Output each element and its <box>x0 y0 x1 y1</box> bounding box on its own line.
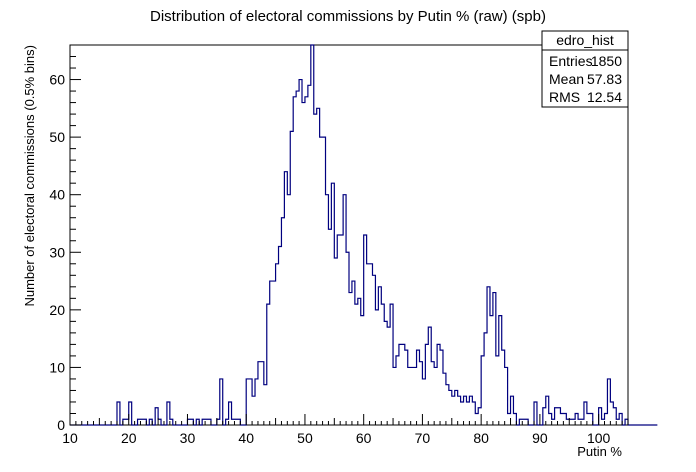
stats-box: edro_hist Entries 1850 Mean 57.83 RMS 12… <box>541 30 629 108</box>
x-tick-label: 70 <box>415 430 431 446</box>
x-tick-label: 80 <box>473 430 489 446</box>
stats-value-mean: 57.83 <box>587 71 622 87</box>
y-tick-label: 30 <box>49 244 65 260</box>
stats-label-rms: RMS <box>549 89 580 105</box>
x-tick-label: 100 <box>587 430 611 446</box>
x-tick-label: 40 <box>238 430 254 446</box>
x-axis-label: Putin % <box>577 444 622 459</box>
x-tick-label: 30 <box>180 430 196 446</box>
stats-value-entries: 1850 <box>591 53 622 69</box>
y-tick-label: 60 <box>49 72 65 88</box>
stats-label-entries: Entries <box>549 53 593 69</box>
y-tick-label: 0 <box>57 417 65 433</box>
x-axis: 10 20 30 40 50 60 70 80 90 100 <box>62 414 629 446</box>
y-axis-label: Number of electoral commissions (0.5% bi… <box>22 45 37 307</box>
chart-title: Distribution of electoral commissions by… <box>150 8 546 25</box>
x-tick-label: 60 <box>356 430 372 446</box>
x-tick-label: 90 <box>532 430 548 446</box>
stats-box-frame <box>541 30 629 108</box>
y-tick-label: 10 <box>49 359 65 375</box>
y-tick-label: 20 <box>49 302 65 318</box>
x-tick-label: 10 <box>62 430 78 446</box>
stats-value-rms: 12.54 <box>587 89 622 105</box>
x-tick-label: 50 <box>297 430 313 446</box>
x-tick-label: 20 <box>121 430 137 446</box>
plot-frame <box>69 44 629 426</box>
stats-label-mean: Mean <box>549 71 584 87</box>
histogram-line <box>70 44 658 426</box>
y-axis: 0 10 20 30 40 50 60 <box>49 44 81 433</box>
y-tick-label: 40 <box>49 187 65 203</box>
y-tick-label: 50 <box>49 129 65 145</box>
stats-box-title: edro_hist <box>556 32 614 48</box>
